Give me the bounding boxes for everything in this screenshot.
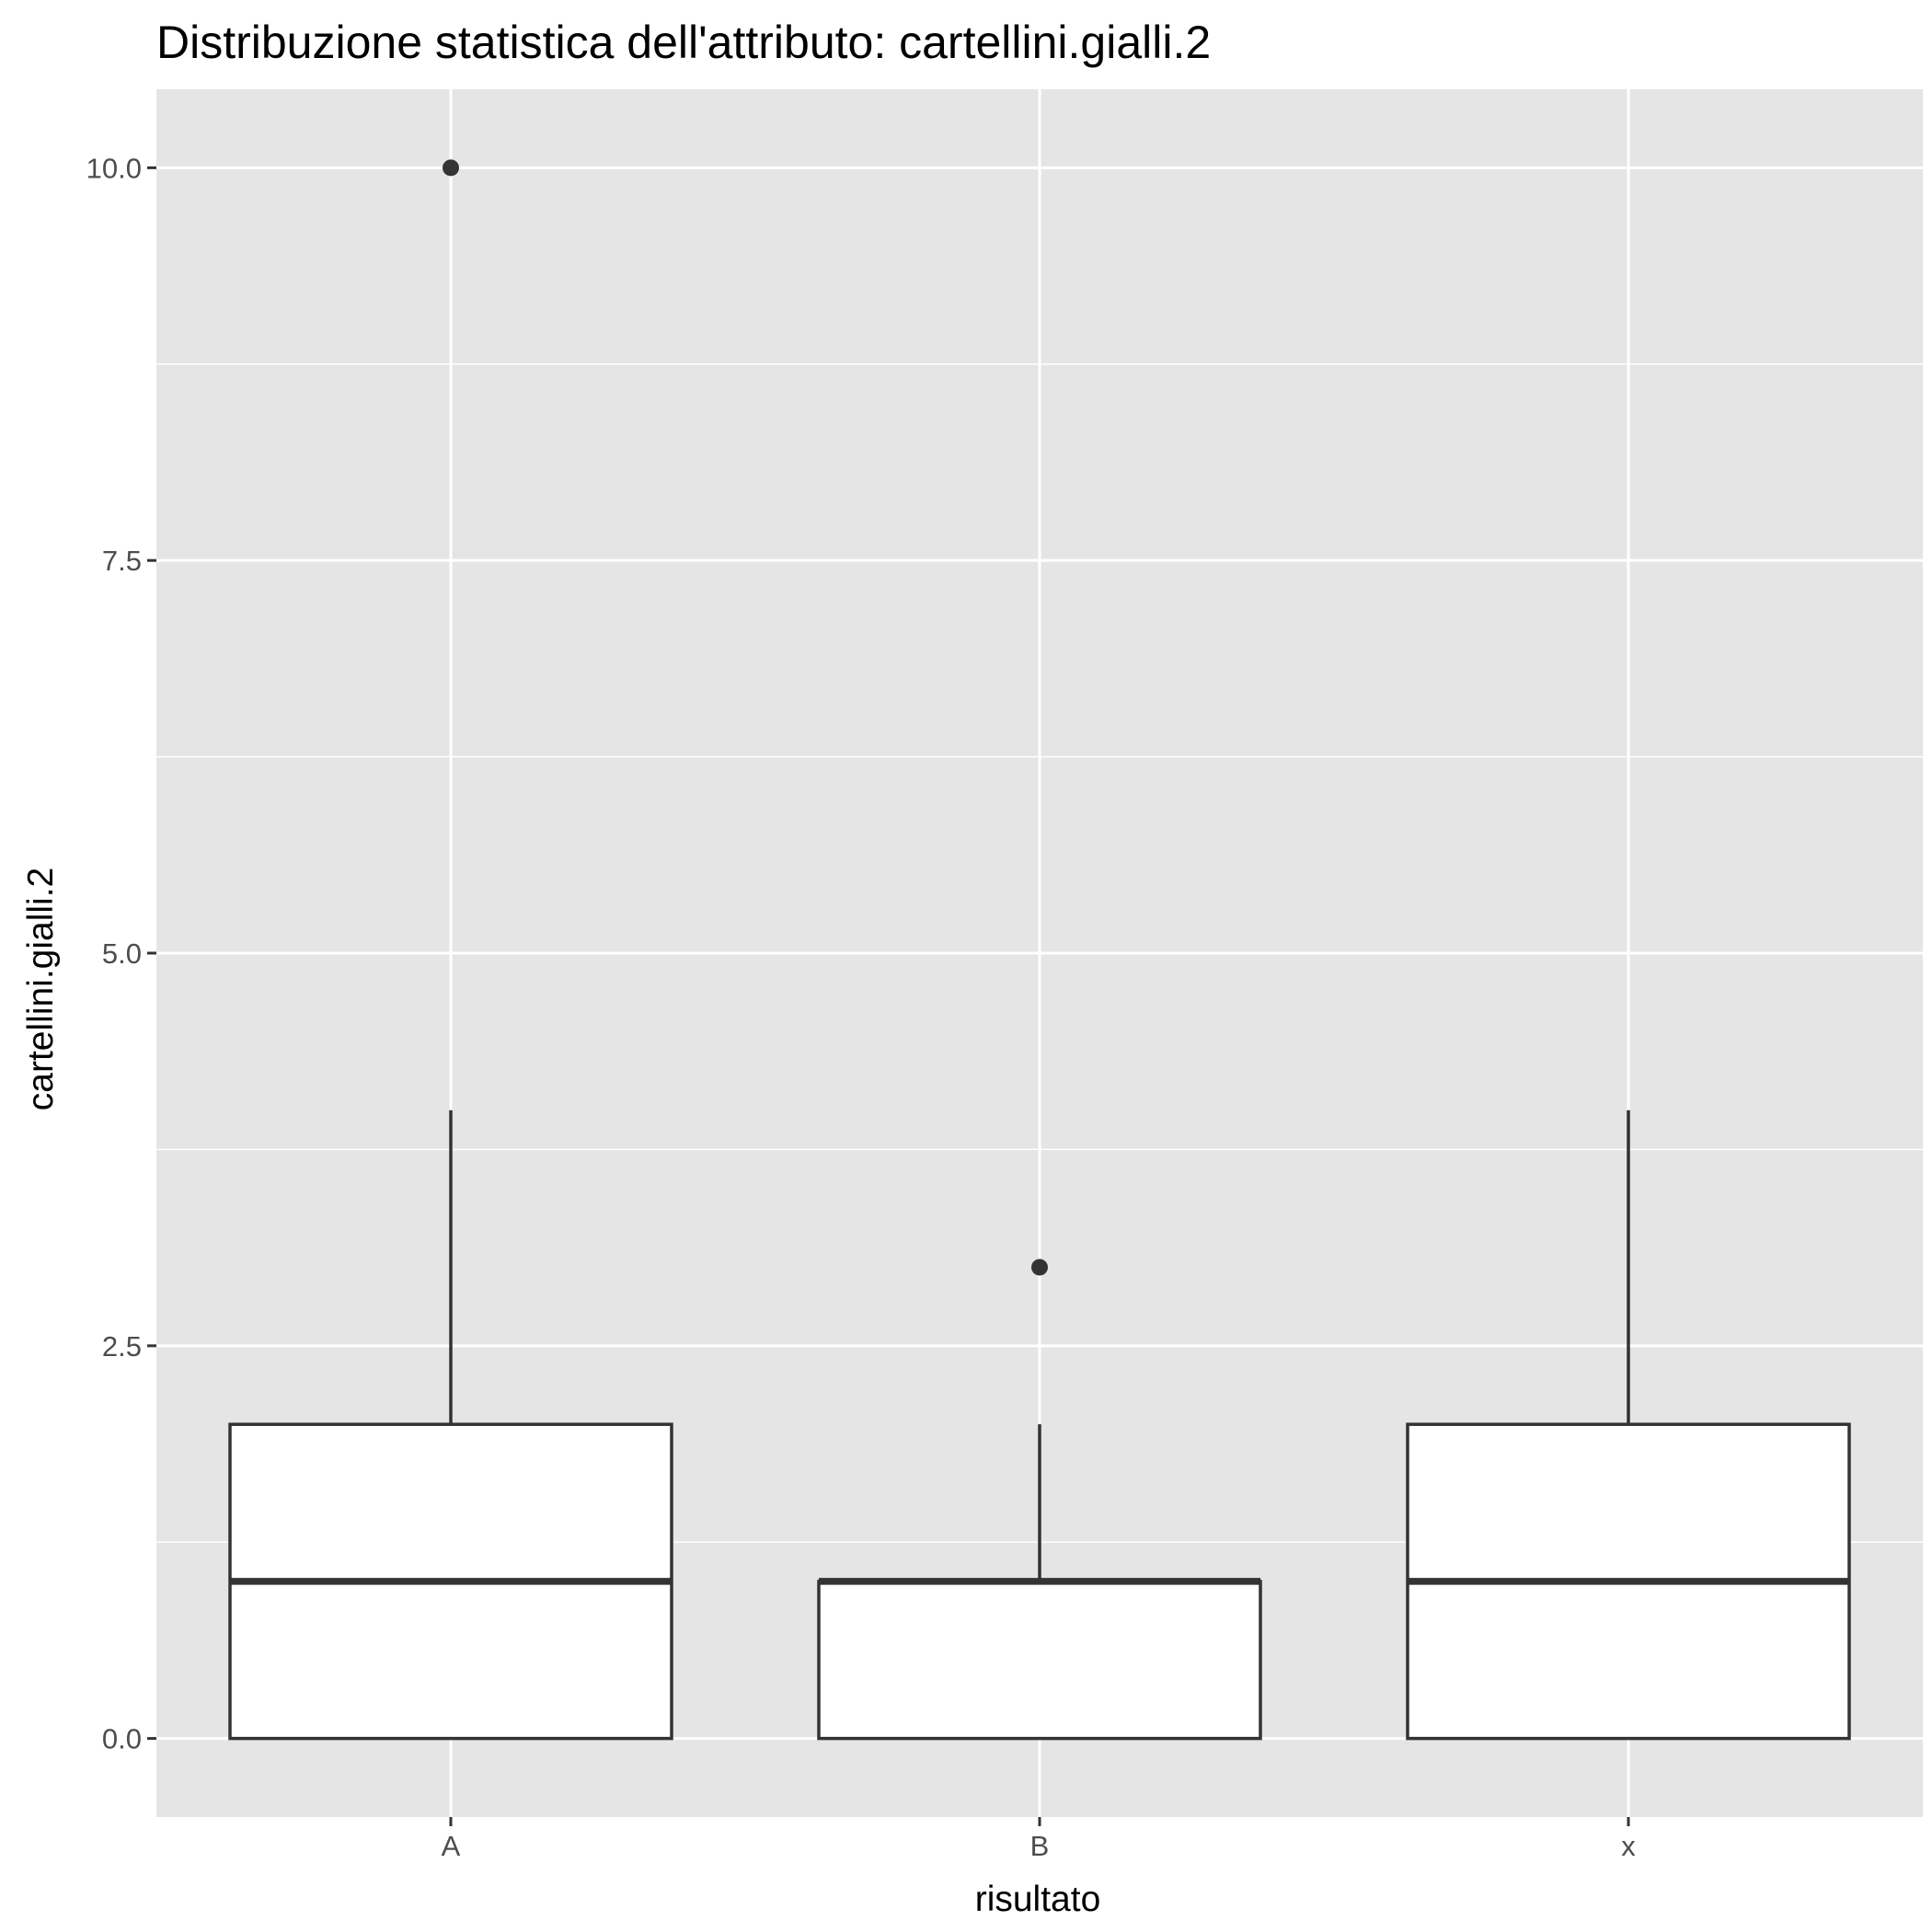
y-tick-label: 0.0 xyxy=(102,1723,142,1755)
chart-title: Distribuzione statistica dell'attributo:… xyxy=(156,17,1211,68)
outlier-point xyxy=(1031,1259,1048,1276)
y-tick-label: 7.5 xyxy=(102,545,142,577)
x-axis-title: risultato xyxy=(975,1880,1101,1919)
x-tick-label: A xyxy=(442,1830,461,1862)
x-tick-label: B xyxy=(1030,1830,1050,1862)
outlier-point xyxy=(443,159,459,177)
box-x xyxy=(1406,1110,1851,1741)
box-A xyxy=(228,159,673,1741)
boxes-layer xyxy=(228,159,1851,1741)
y-tick-label: 5.0 xyxy=(102,937,142,970)
x-tick-label: x xyxy=(1621,1830,1636,1862)
y-tick-label: 2.5 xyxy=(102,1330,142,1363)
box-B xyxy=(817,1259,1262,1741)
y-axis-title: cartellini.gialli.2 xyxy=(21,868,61,1110)
box-iqr xyxy=(817,1580,1262,1741)
y-axis: 0.0 2.5 5.0 7.5 10.0 xyxy=(86,152,156,1755)
y-tick-label: 10.0 xyxy=(86,152,142,184)
